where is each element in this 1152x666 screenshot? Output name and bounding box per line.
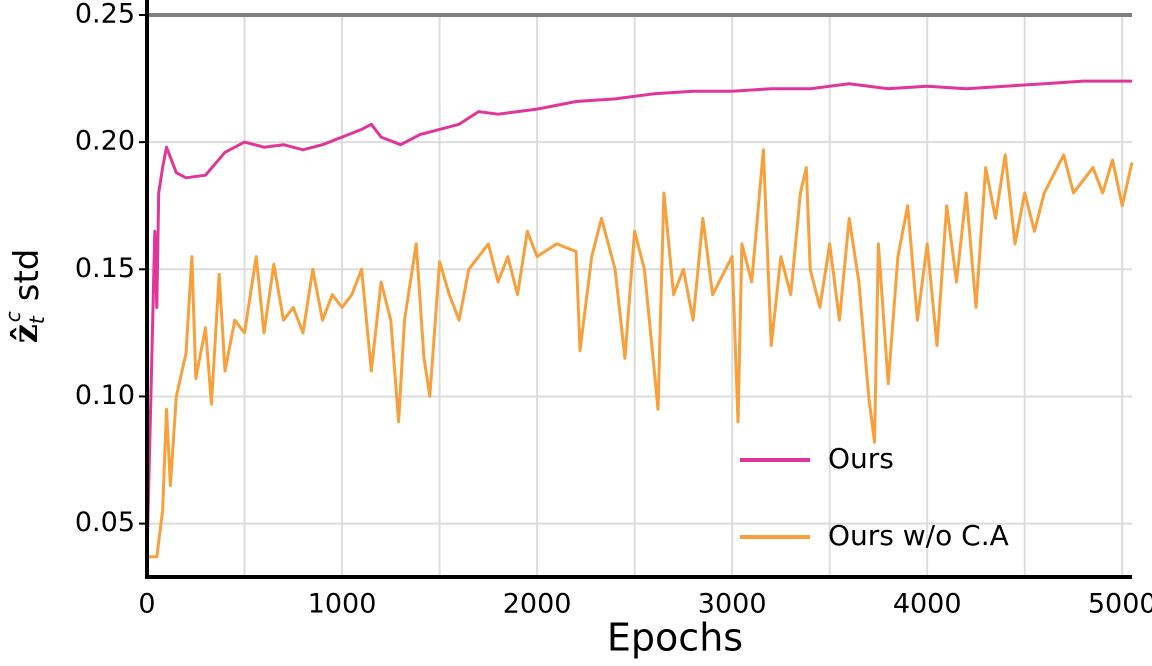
y-text: std <box>7 249 47 302</box>
series-line <box>147 148 1134 559</box>
x-tick-label: 1000 <box>308 589 377 620</box>
x-tick-label: 2000 <box>503 589 572 620</box>
y-tick-label: 0.10 <box>75 380 135 411</box>
x-tick-label: 4000 <box>893 589 962 620</box>
x-tick-label: 3000 <box>698 589 767 620</box>
y-sup: c <box>1 311 25 322</box>
series-line <box>145 79 1132 557</box>
y-sub: t <box>25 315 49 324</box>
x-axis-label: Epochs <box>607 616 743 660</box>
x-tick-label: 5000 <box>1088 589 1152 620</box>
y-tick-label: 0.15 <box>75 253 135 284</box>
y-symbol: ẑ <box>6 324 46 343</box>
legend-label: Ours w/o C.A <box>828 519 1009 552</box>
y-tick-label: 0.25 <box>75 0 135 30</box>
y-tick-label: 0.05 <box>75 507 135 538</box>
y-tick-label: 0.20 <box>75 126 135 157</box>
y-axis-label: ẑtc std <box>1 249 49 344</box>
x-tick-label: 0 <box>138 589 155 620</box>
legend-label: Ours <box>828 442 894 475</box>
